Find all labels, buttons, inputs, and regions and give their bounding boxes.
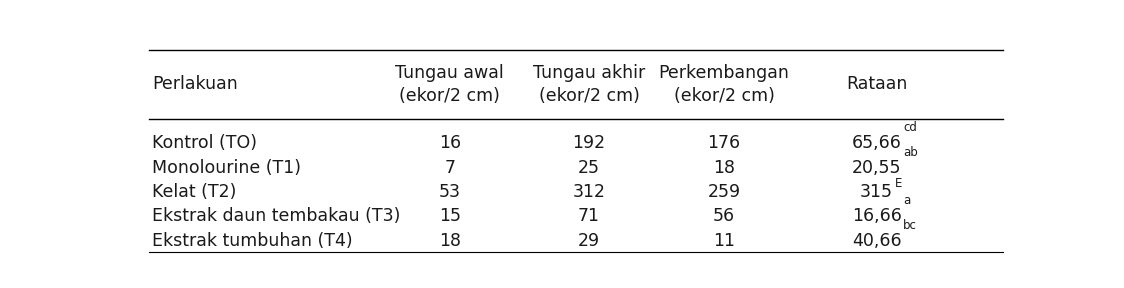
Text: Monolourine (T1): Monolourine (T1): [152, 159, 301, 177]
Text: 11: 11: [713, 232, 735, 250]
Text: 29: 29: [578, 232, 600, 250]
Text: Ekstrak daun tembakau (T3): Ekstrak daun tembakau (T3): [152, 207, 400, 226]
Text: 40,66: 40,66: [852, 232, 901, 250]
Text: 15: 15: [438, 207, 461, 226]
Text: ab: ab: [903, 146, 918, 159]
Text: 18: 18: [438, 232, 461, 250]
Text: Tungau akhir
(ekor/2 cm): Tungau akhir (ekor/2 cm): [533, 64, 645, 105]
Text: cd: cd: [904, 121, 917, 134]
Text: 192: 192: [572, 134, 606, 152]
Text: Tungau awal
(ekor/2 cm): Tungau awal (ekor/2 cm): [396, 64, 505, 105]
Text: Kontrol (TO): Kontrol (TO): [152, 134, 256, 152]
Text: a: a: [904, 194, 910, 207]
Text: 16,66: 16,66: [852, 207, 901, 226]
Text: 25: 25: [578, 159, 600, 177]
Text: 315: 315: [860, 183, 894, 201]
Text: 16: 16: [438, 134, 461, 152]
Text: 65,66: 65,66: [852, 134, 901, 152]
Text: E: E: [895, 177, 903, 190]
Text: 53: 53: [438, 183, 461, 201]
Text: Perkembangan
(ekor/2 cm): Perkembangan (ekor/2 cm): [659, 64, 789, 105]
Text: 20,55: 20,55: [852, 159, 901, 177]
Text: 176: 176: [708, 134, 741, 152]
Text: 7: 7: [444, 159, 455, 177]
Text: Ekstrak tumbuhan (T4): Ekstrak tumbuhan (T4): [152, 232, 353, 250]
Text: Kelat (T2): Kelat (T2): [152, 183, 236, 201]
Text: 71: 71: [578, 207, 600, 226]
Text: Perlakuan: Perlakuan: [152, 75, 237, 93]
Text: 56: 56: [713, 207, 735, 226]
Text: 259: 259: [708, 183, 741, 201]
Text: 18: 18: [713, 159, 735, 177]
Text: bc: bc: [904, 219, 917, 232]
Text: 312: 312: [572, 183, 606, 201]
Text: Rataan: Rataan: [846, 75, 907, 93]
